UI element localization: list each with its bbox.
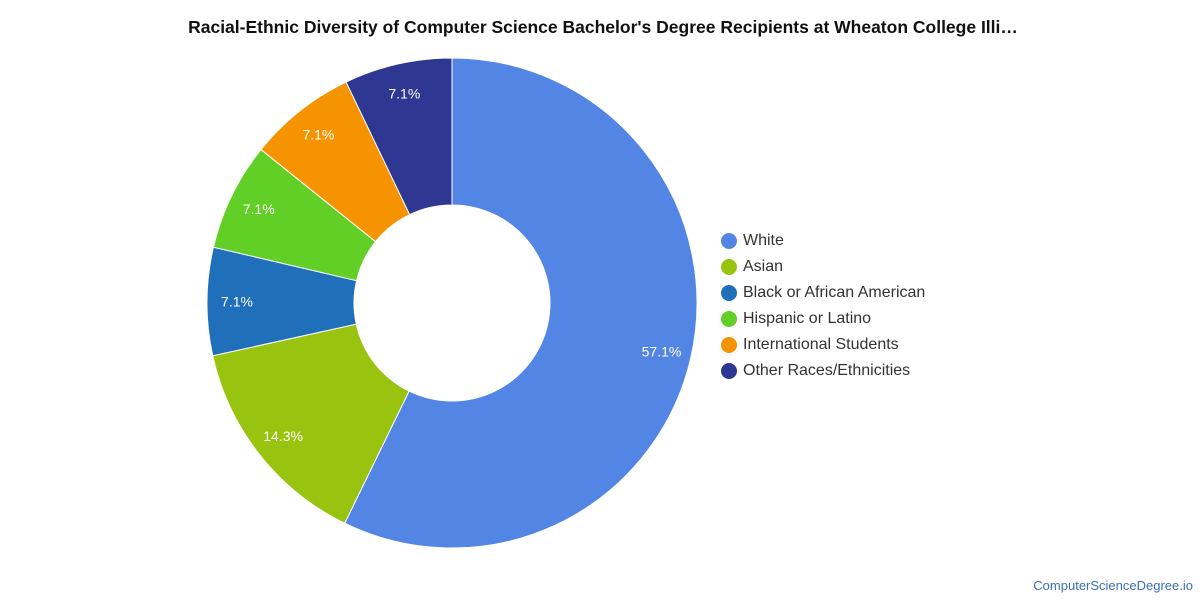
slice-asian bbox=[212, 323, 410, 524]
legend-item-hispanic-or-latino[interactable]: Hispanic or Latino bbox=[721, 306, 925, 332]
slice-label-asian: 14.3% bbox=[263, 428, 303, 444]
legend-label: Hispanic or Latino bbox=[743, 310, 872, 327]
legend-item-black-or-african-american[interactable]: Black or African American bbox=[721, 280, 925, 306]
legend-label: Black or African American bbox=[743, 284, 926, 301]
chart-title: Racial-Ethnic Diversity of Computer Scie… bbox=[188, 17, 1018, 37]
legend-color-dot-icon bbox=[721, 311, 737, 327]
legend-label: International Students bbox=[743, 336, 899, 353]
legend-color-dot-icon bbox=[721, 259, 737, 275]
legend-color-dot-icon bbox=[721, 337, 737, 353]
legend-item-international-students[interactable]: International Students bbox=[721, 332, 925, 358]
legend-color-dot-icon bbox=[721, 363, 737, 379]
slice-other-races-ethnicities bbox=[345, 57, 453, 216]
legend-item-white[interactable]: White bbox=[721, 228, 925, 254]
slice-label-other-races-ethnicities: 7.1% bbox=[388, 85, 420, 101]
legend-label: White bbox=[743, 232, 784, 249]
slice-label-international-students: 7.1% bbox=[302, 127, 334, 143]
source-credit-link[interactable]: ComputerScienceDegree.io bbox=[1033, 578, 1193, 593]
legend-label: Other Races/Ethnicities bbox=[743, 362, 911, 379]
legend-item-asian[interactable]: Asian bbox=[721, 254, 925, 280]
legend-color-dot-icon bbox=[721, 233, 737, 249]
legend-item-other-races-ethnicities[interactable]: Other Races/Ethnicities bbox=[721, 358, 925, 384]
slice-white bbox=[344, 57, 698, 549]
slice-label-white: 57.1% bbox=[642, 343, 682, 359]
slice-label-hispanic-or-latino: 7.1% bbox=[243, 201, 275, 217]
legend-label: Asian bbox=[743, 258, 784, 275]
chart-legend: White Asian Black or African American Hispa… bbox=[721, 228, 925, 384]
slice-label-black-or-african-american: 7.1% bbox=[221, 294, 253, 310]
legend-color-dot-icon bbox=[721, 285, 737, 301]
